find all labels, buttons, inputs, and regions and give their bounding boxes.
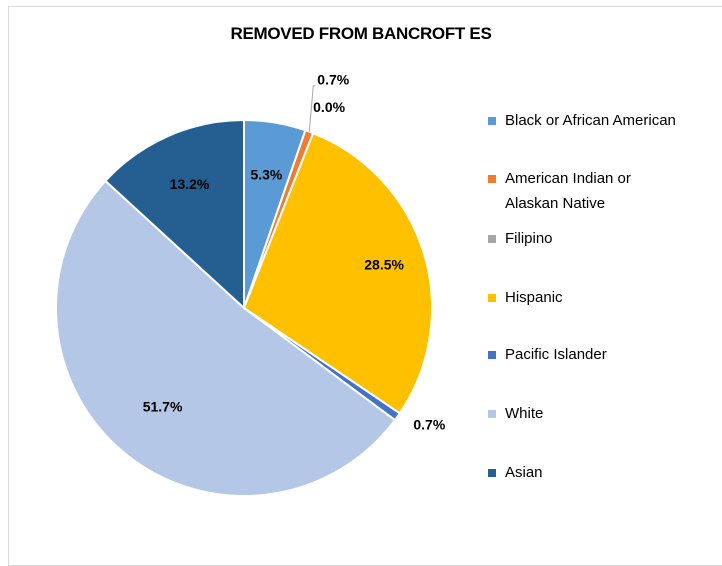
data-label-white: 51.7% <box>143 399 183 415</box>
pie-slices <box>55 118 433 497</box>
legend-label: Black or African American <box>505 108 720 133</box>
legend-label: Filipino <box>505 226 720 251</box>
leader-line-american-indian-or-alaskan-native <box>308 85 316 132</box>
chart-title: REMOVED FROM BANCROFT ES <box>230 24 492 43</box>
legend-swatch <box>488 235 496 243</box>
legend-swatch <box>488 410 496 418</box>
pie-slice-hispanic <box>242 131 433 415</box>
legend-item-hispanic: Hispanic <box>488 285 720 310</box>
legend-label: Asian <box>505 460 720 485</box>
legend-item-white: White <box>488 401 720 426</box>
legend-label-line: Pacific Islander <box>505 346 607 363</box>
legend-label-line: Black or African American <box>505 112 676 129</box>
legend-item-american-indian-or-alaskan-native: American Indian or Alaskan Native <box>488 166 720 216</box>
data-label-hispanic: 28.5% <box>364 257 404 273</box>
legend-swatch <box>488 351 496 359</box>
legend-label-line: Hispanic <box>505 289 563 306</box>
data-label-american-indian-or-alaskan-native: 0.7% <box>317 72 349 88</box>
legend-label-line: White <box>505 405 544 422</box>
legend-item-pacific-islander: Pacific Islander <box>488 342 720 367</box>
data-label-filipino: 0.0% <box>313 99 345 115</box>
pie-slice-white <box>55 179 397 497</box>
legend-swatch <box>488 117 496 125</box>
legend-swatch <box>488 469 496 477</box>
legend-swatch <box>488 294 496 302</box>
legend-item-black-or-african-american: Black or African American <box>488 108 720 133</box>
legend-label-line: Asian <box>505 464 543 481</box>
legend-label: American Indian or Alaskan Native <box>505 166 720 216</box>
data-label-asian: 13.2% <box>170 176 210 192</box>
legend-label: Hispanic <box>505 285 720 310</box>
data-label-black-or-african-american: 5.3% <box>250 167 282 183</box>
legend-label-line: Alaskan Native <box>505 195 606 212</box>
pie-slice-asian <box>104 118 245 311</box>
legend-label-line: American Indian or <box>505 170 631 187</box>
legend-label-line: Filipino <box>505 230 553 247</box>
data-label-pacific-islander: 0.7% <box>413 417 445 433</box>
legend-item-filipino: Filipino <box>488 226 720 251</box>
legend-label: White <box>505 401 720 426</box>
legend-swatch <box>488 175 496 183</box>
leader-lines <box>308 85 316 132</box>
legend-label: Pacific Islander <box>505 342 720 367</box>
data-labels: 5.3% 0.7% 0.0% 28.5% 0.7% 51.7% 13.2% <box>143 72 446 433</box>
legend-item-asian: Asian <box>488 460 720 485</box>
